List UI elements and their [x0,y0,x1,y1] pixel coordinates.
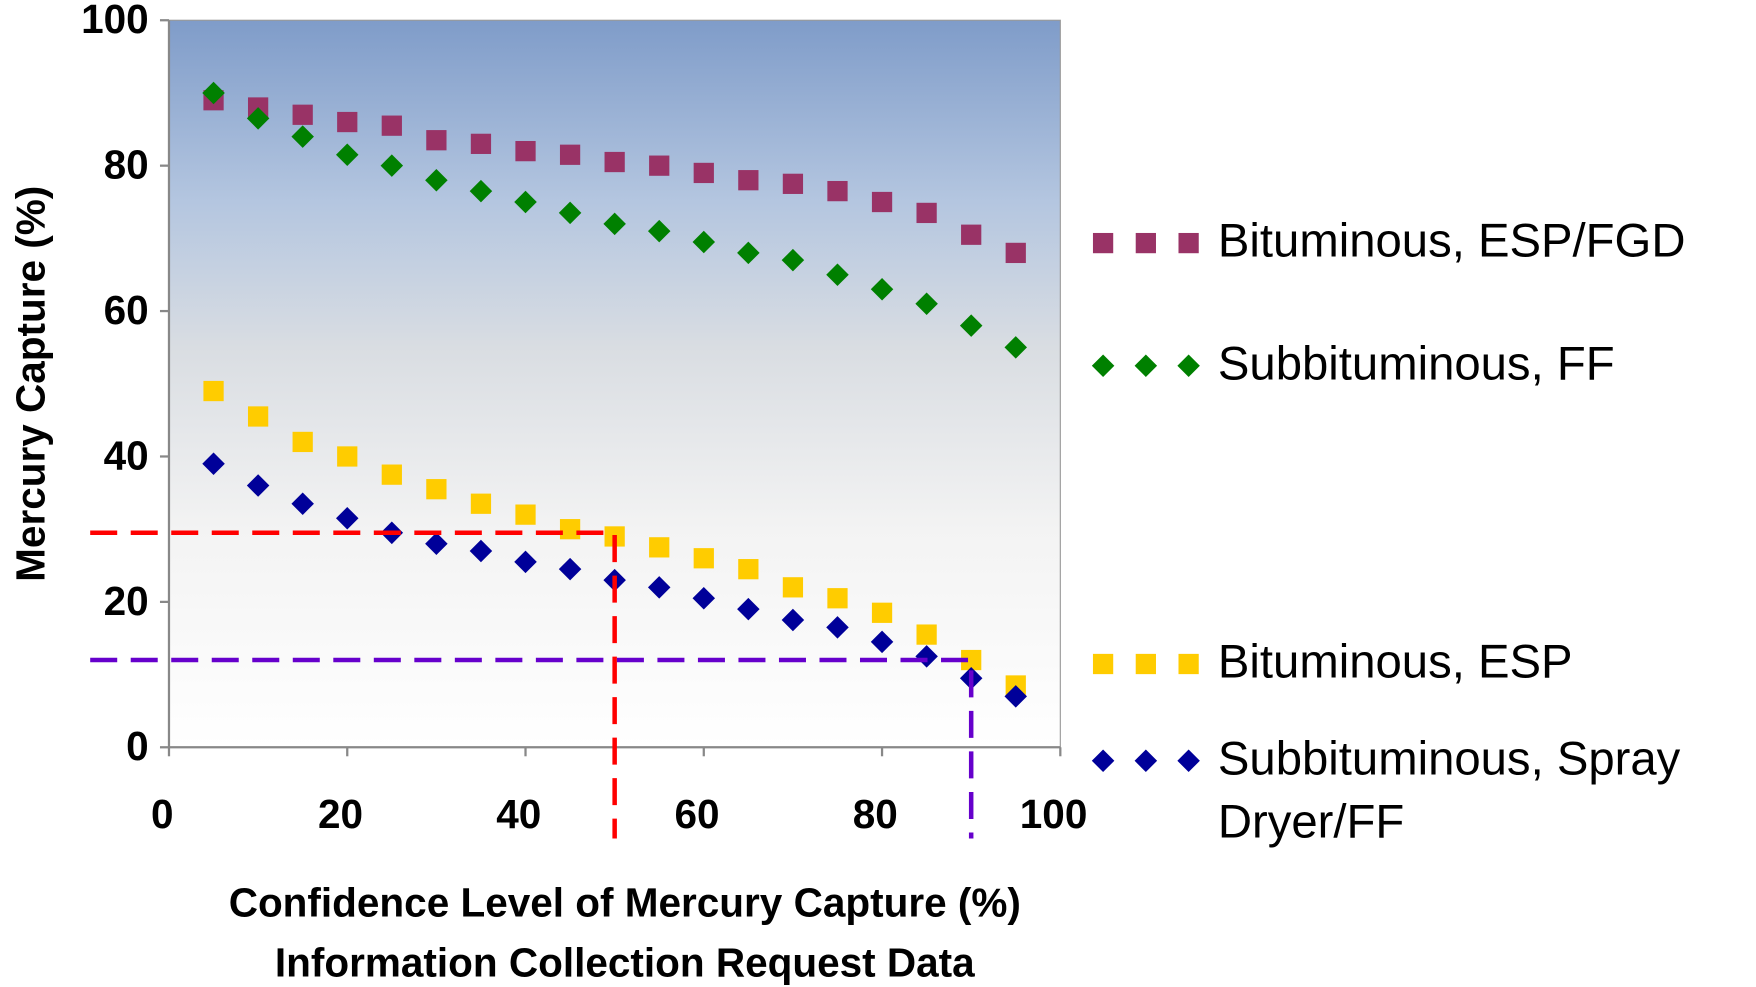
legend-label: Bituminous, ESP [1218,630,1756,693]
point [337,112,357,132]
point [694,548,714,568]
point [916,203,936,223]
y-axis-label: Mercury Capture (%) [8,186,54,582]
point [916,624,936,644]
point [203,381,223,401]
point [827,588,847,608]
legend-label: Subbituminous, Spray Dryer/FF [1218,727,1756,853]
legend-marker [1177,355,1200,378]
point [515,141,535,161]
point [783,577,803,597]
point [872,192,892,212]
page: {"chart_data": { "type": "scatter", "x_l… [0,0,1756,987]
point [471,494,491,514]
y-tick-label: 100 [81,0,149,42]
point [694,163,714,183]
point [827,181,847,201]
point [605,152,625,172]
point [471,134,491,154]
legend-marker [1178,654,1198,674]
y-tick-label: 20 [104,578,149,624]
point [738,559,758,579]
y-tick-label: 40 [104,432,149,478]
x-tick-label: 100 [1020,791,1088,837]
point [872,603,892,623]
legend-marker [1092,355,1115,378]
x-tick-label: 80 [853,791,898,837]
x-tick-label: 60 [675,791,720,837]
legend-marker [1178,233,1198,253]
legend-marker [1093,654,1113,674]
x-axis-label: Information Collection Request Data [275,939,975,985]
legend-marker [1135,355,1158,378]
point [293,105,313,125]
legend-marker [1092,750,1115,773]
point [961,225,981,245]
y-tick-label: 80 [104,142,149,188]
point [560,519,580,539]
point [649,537,669,557]
point [1006,243,1026,263]
x-axis-label: Confidence Level of Mercury Capture (%) [229,880,1021,926]
point [426,479,446,499]
point [426,130,446,150]
y-tick-label: 60 [104,287,149,333]
point [515,505,535,525]
legend-marker [1093,233,1113,253]
point [293,432,313,452]
legend-label: Subbituminous, FF [1218,332,1756,395]
x-tick-label: 20 [318,791,363,837]
point [382,465,402,485]
point [337,446,357,466]
point [382,116,402,136]
legend-item: Subbituminous, Spray Dryer/FF [1218,727,1756,873]
point [738,170,758,190]
chart: Mercury Capture (%) Confidence Level of … [0,0,1756,987]
y-tick-label: 0 [126,723,149,769]
x-tick-label: 0 [151,791,174,837]
legend-marker [1135,750,1158,773]
point [649,156,669,176]
legend-marker [1177,750,1200,773]
point [248,406,268,426]
legend-marker [1136,654,1156,674]
legend-label: Bituminous, ESP/FGD [1218,209,1756,272]
point [783,174,803,194]
legend-item: Subbituminous, FF [1218,332,1756,478]
point [560,145,580,165]
legend-marker [1136,233,1156,253]
x-tick-label: 40 [496,791,541,837]
